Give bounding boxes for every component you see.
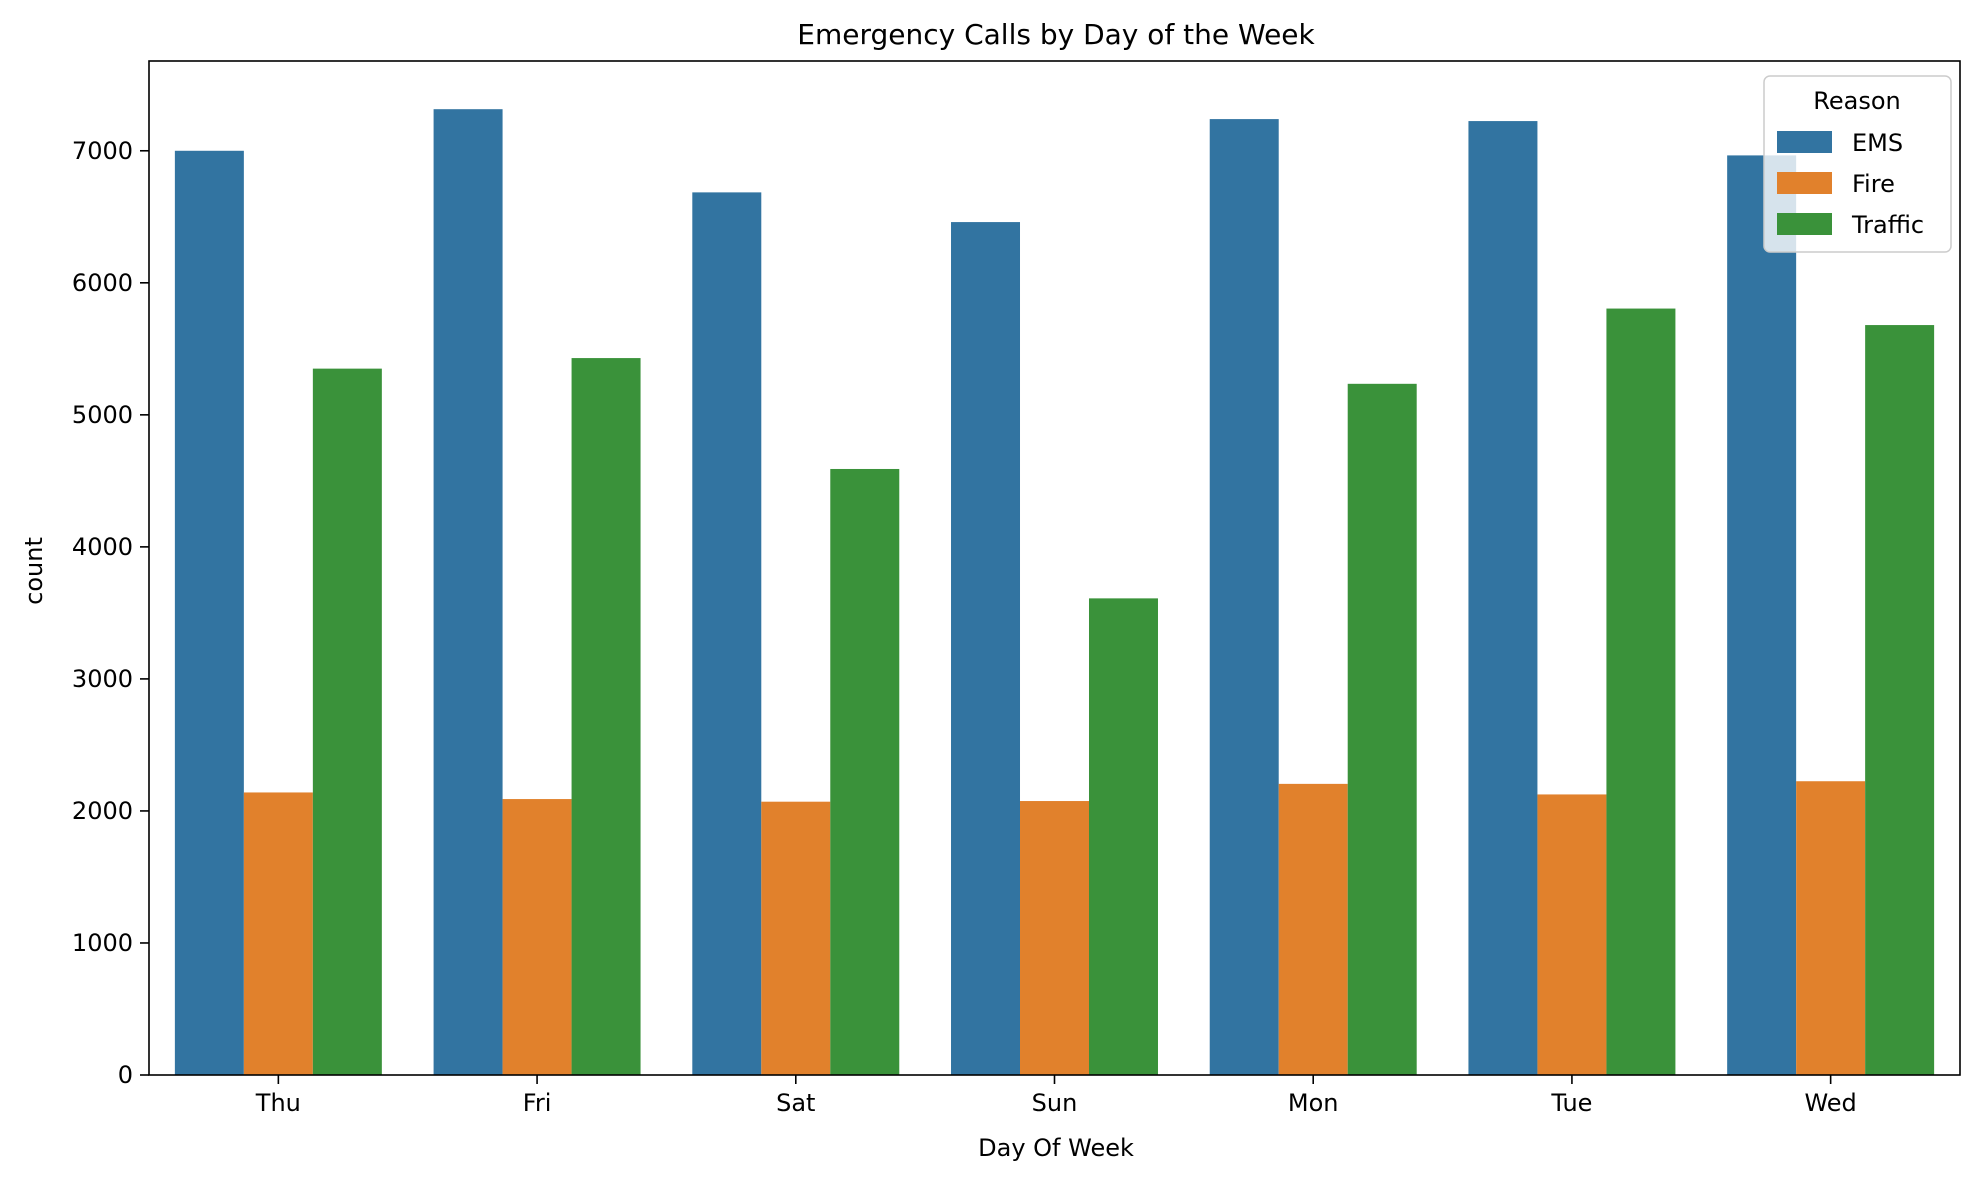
y-tick-label: 7000	[72, 137, 133, 165]
bar-ems-sun	[951, 222, 1021, 1075]
legend-label-fire: Fire	[1852, 170, 1895, 198]
bar-ems-mon	[1209, 119, 1279, 1075]
bar-ems-thu	[174, 150, 244, 1075]
x-axis-label: Day Of Week	[978, 1134, 1134, 1162]
y-tick-label: 6000	[72, 269, 133, 297]
legend-swatch-traffic	[1777, 213, 1832, 235]
bar-fire-mon	[1278, 783, 1348, 1075]
legend-swatch-ems	[1777, 131, 1832, 153]
bar-fire-wed	[1796, 781, 1866, 1075]
bar-ems-tue	[1468, 121, 1538, 1075]
bar-traffic-thu	[312, 368, 382, 1075]
bar-traffic-mon	[1347, 383, 1417, 1075]
y-tick-label: 2000	[72, 797, 133, 825]
y-tick-label: 4000	[72, 533, 133, 561]
x-tick-label-wed: Wed	[1804, 1089, 1856, 1117]
bar-fire-fri	[502, 799, 572, 1075]
legend-title: Reason	[1813, 87, 1900, 115]
x-tick-label-tue: Tue	[1550, 1089, 1592, 1117]
bar-ems-wed	[1727, 155, 1797, 1075]
bar-traffic-wed	[1865, 325, 1935, 1075]
bar-ems-fri	[433, 109, 503, 1075]
x-tick-label-fri: Fri	[523, 1089, 552, 1117]
legend-box	[1763, 75, 1952, 253]
x-tick-label-thu: Thu	[255, 1089, 301, 1117]
bar-ems-sat	[692, 192, 762, 1075]
bar-traffic-tue	[1606, 308, 1676, 1075]
x-tick-label-mon: Mon	[1288, 1089, 1339, 1117]
x-tick-label-sat: Sat	[776, 1089, 815, 1117]
bars-layer	[174, 109, 1935, 1075]
chart-title: Emergency Calls by Day of the Week	[797, 18, 1315, 51]
plot-frame	[148, 60, 1961, 1076]
y-tick-label: 0	[118, 1061, 133, 1089]
bar-traffic-fri	[571, 358, 641, 1075]
y-axis-label: count	[20, 537, 48, 605]
y-tick-label: 3000	[72, 665, 133, 693]
legend-items: EMS Fire Traffic	[1777, 129, 1924, 239]
legend: Reason EMS Fire Traffic	[1763, 75, 1952, 253]
legend-label-traffic: Traffic	[1851, 211, 1924, 239]
legend-label-ems: EMS	[1852, 129, 1903, 157]
bar-fire-sat	[761, 801, 831, 1075]
x-tick-label-sun: Sun	[1032, 1089, 1078, 1117]
bar-fire-thu	[243, 792, 313, 1075]
y-tick-label: 1000	[72, 929, 133, 957]
bar-fire-tue	[1537, 794, 1607, 1075]
y-axis: 0 1000 2000 3000 4000 5000 6000 7000	[72, 137, 149, 1089]
bar-traffic-sun	[1088, 598, 1158, 1075]
x-axis: Thu Fri Sat Sun Mon Tue Wed	[255, 1075, 1857, 1117]
legend-swatch-fire	[1777, 172, 1832, 194]
bar-fire-sun	[1020, 801, 1089, 1075]
y-tick-label: 5000	[72, 401, 133, 429]
bar-traffic-sat	[830, 468, 900, 1075]
